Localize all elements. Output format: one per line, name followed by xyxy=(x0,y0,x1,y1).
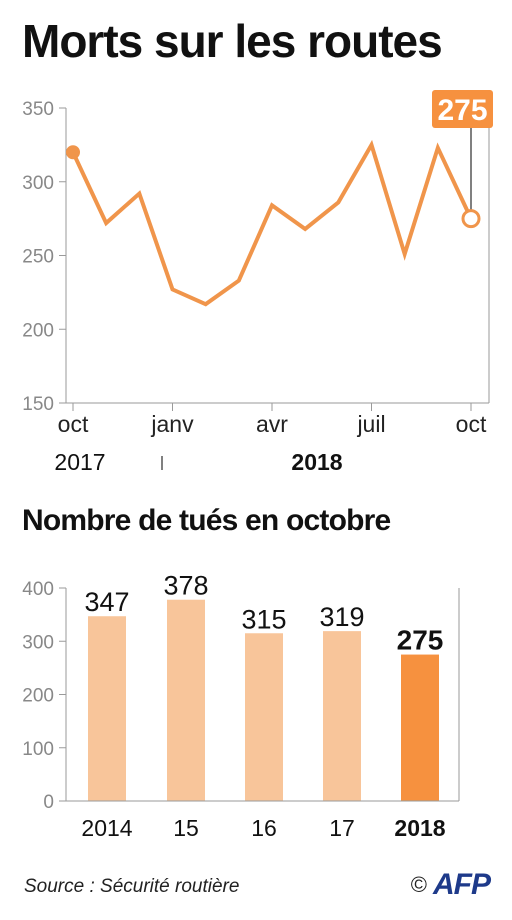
bar-y-tick-label: 400 xyxy=(22,579,54,600)
bar-y-tick-label: 200 xyxy=(22,686,54,707)
bar-chart-title: Nombre de tués en octobre xyxy=(22,504,391,537)
line-end-point xyxy=(461,209,481,229)
source-note: Source : Sécurité routière xyxy=(24,876,240,897)
bar-value-label: 319 xyxy=(319,602,364,632)
bar-category-label: 2014 xyxy=(81,815,132,841)
callout-box xyxy=(432,90,493,128)
bar-category-label: 16 xyxy=(251,815,277,841)
line-year-label: 2018 xyxy=(291,449,342,475)
bar-value-label: 347 xyxy=(84,587,129,617)
copyright-symbol: © xyxy=(410,872,427,897)
bar-y-tick-label: 300 xyxy=(22,632,54,653)
bar-category-label: 2018 xyxy=(394,815,445,841)
line-x-tick-label: avr xyxy=(256,411,288,437)
line-y-tick-label: 150 xyxy=(22,394,54,415)
afp-logo-text: AFP xyxy=(433,868,491,901)
bar xyxy=(245,633,283,801)
bar-value-label: 315 xyxy=(241,604,286,634)
bar xyxy=(88,616,126,801)
line-x-tick-label: juil xyxy=(356,411,385,437)
line-year-label: 2017 xyxy=(54,449,105,475)
bar-value-label: 275 xyxy=(397,625,444,656)
line-x-tick-label: oct xyxy=(456,411,487,437)
bar xyxy=(167,599,205,801)
bar xyxy=(401,654,439,801)
bar-value-label: 378 xyxy=(163,571,208,601)
line-x-tick-label: janv xyxy=(150,411,194,437)
bar-category-label: 17 xyxy=(329,815,355,841)
bar-y-tick-label: 100 xyxy=(22,739,54,760)
line-x-tick-label: oct xyxy=(58,411,89,437)
callout-label: 275 xyxy=(437,94,487,127)
afp-logo: © AFP xyxy=(410,868,491,902)
chart-title: Morts sur les routes xyxy=(22,15,443,67)
line-y-tick-label: 300 xyxy=(22,173,54,194)
bar xyxy=(323,631,361,801)
line-y-tick-label: 200 xyxy=(22,320,54,341)
line-start-point xyxy=(66,145,80,160)
bar-y-tick-label: 0 xyxy=(43,792,54,813)
line-y-tick-label: 250 xyxy=(22,247,54,268)
line-series xyxy=(71,139,473,307)
line-y-tick-label: 350 xyxy=(22,99,54,120)
bar-category-label: 15 xyxy=(173,815,199,841)
